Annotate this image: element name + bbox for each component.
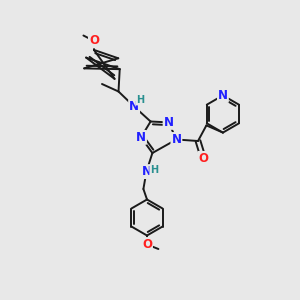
Text: O: O bbox=[142, 238, 152, 251]
Text: H: H bbox=[150, 165, 158, 175]
Text: N: N bbox=[129, 100, 139, 113]
Text: N: N bbox=[171, 133, 182, 146]
Text: N: N bbox=[136, 131, 146, 144]
Text: N: N bbox=[218, 89, 228, 102]
Text: H: H bbox=[136, 95, 144, 105]
Text: N: N bbox=[164, 116, 174, 129]
Text: N: N bbox=[141, 165, 152, 178]
Text: O: O bbox=[198, 152, 208, 165]
Text: O: O bbox=[89, 34, 99, 47]
